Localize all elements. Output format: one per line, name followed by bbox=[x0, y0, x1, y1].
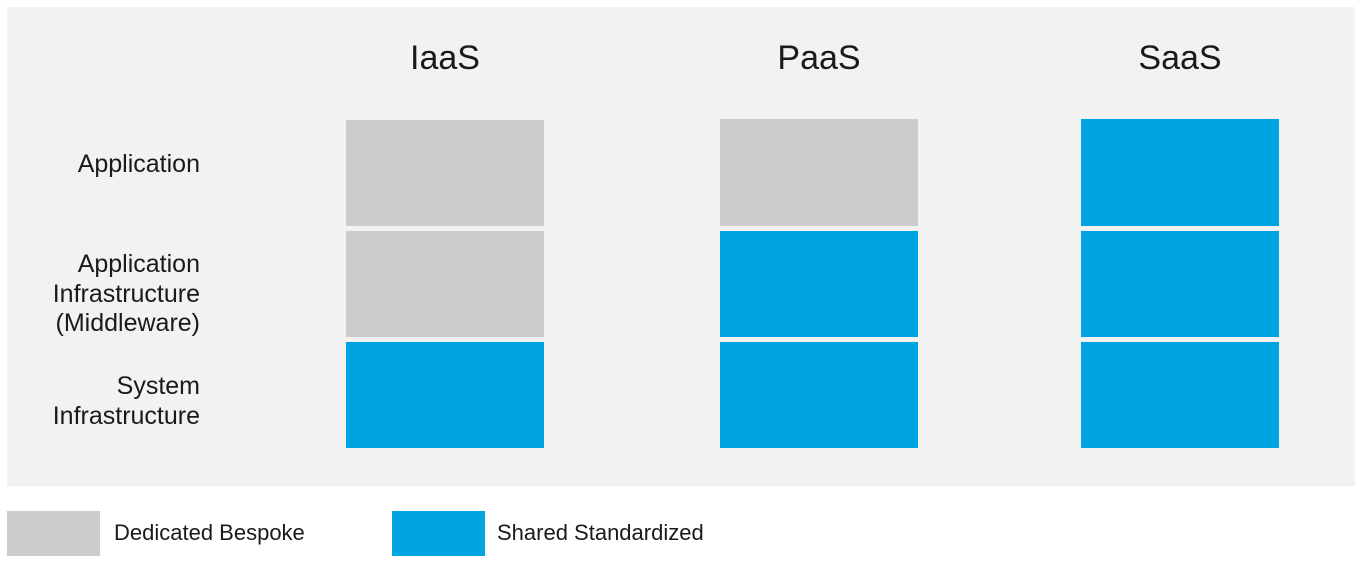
legend-swatch-dedicated bbox=[7, 511, 100, 556]
row-label-system-infrastructure: System Infrastructure bbox=[52, 372, 200, 430]
paas-application-cell bbox=[720, 119, 918, 226]
iaas-middleware-cell bbox=[346, 231, 544, 337]
iaas-system-cell bbox=[346, 342, 544, 448]
column-title-saas: SaaS bbox=[1138, 39, 1222, 77]
paas-middleware-cell bbox=[720, 231, 918, 337]
row-label-application: Application bbox=[77, 150, 200, 178]
iaas-application-cell bbox=[346, 120, 544, 226]
legend-label-shared: Shared Standardized bbox=[497, 520, 704, 545]
legend-swatch-shared bbox=[392, 511, 485, 556]
saas-system-cell bbox=[1081, 342, 1279, 448]
row-label-application-infrastructure: Application Infrastructure (Middleware) bbox=[52, 250, 200, 337]
column-title-paas: PaaS bbox=[777, 39, 861, 77]
column-title-iaas: IaaS bbox=[410, 39, 480, 77]
saas-application-cell bbox=[1081, 119, 1279, 226]
paas-system-cell bbox=[720, 342, 918, 448]
saas-middleware-cell bbox=[1081, 231, 1279, 337]
legend-label-dedicated: Dedicated Bespoke bbox=[114, 520, 305, 545]
